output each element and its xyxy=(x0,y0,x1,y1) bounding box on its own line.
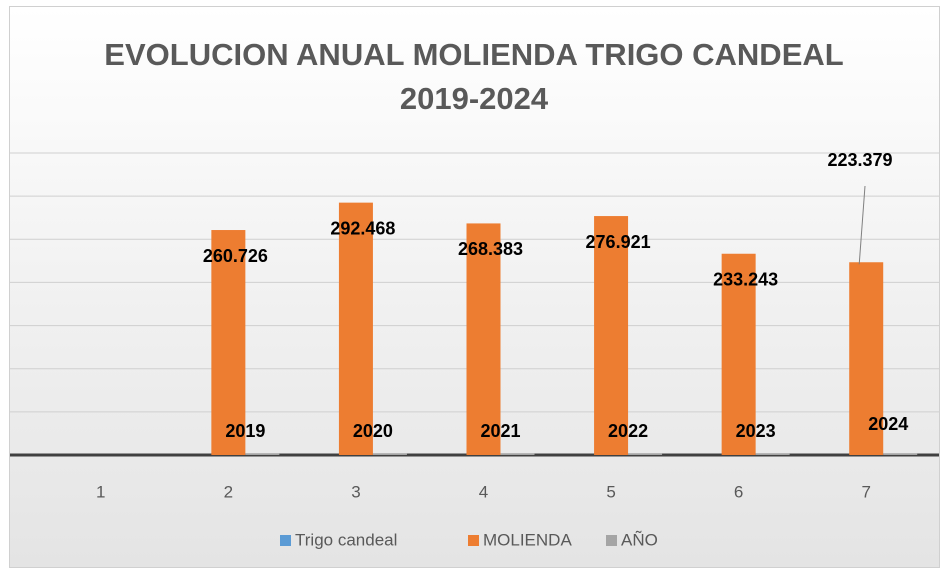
x-tick-label: 6 xyxy=(734,482,743,501)
data-label: 276.921 xyxy=(586,232,651,252)
data-label: 2019 xyxy=(225,421,265,441)
leader-line xyxy=(858,185,866,265)
bar xyxy=(245,453,280,455)
legend-label: MOLIENDA xyxy=(483,530,572,549)
bar xyxy=(721,253,756,455)
bar xyxy=(594,216,629,455)
x-tick-label: 1 xyxy=(96,482,105,501)
data-label: 223.379 xyxy=(827,150,892,170)
legend-swatch xyxy=(280,535,291,546)
bar xyxy=(849,262,884,455)
bar xyxy=(372,453,407,455)
bar xyxy=(466,223,501,455)
bar xyxy=(500,453,535,455)
data-label: 233.243 xyxy=(713,269,778,289)
data-label: 2021 xyxy=(480,421,520,441)
data-label: 2020 xyxy=(353,421,393,441)
data-label: 2024 xyxy=(868,414,908,434)
bar xyxy=(755,453,790,455)
bar xyxy=(628,453,663,455)
bar xyxy=(883,453,918,455)
bar xyxy=(211,230,246,455)
data-label: 268.383 xyxy=(458,239,523,259)
data-label: 292.468 xyxy=(330,218,395,238)
legend-label: Trigo candeal xyxy=(295,530,397,549)
plot-area: 1 2 260.726 2019 3 292.468 2020 4 268.383 2021 5 27… xyxy=(10,150,939,549)
x-tick-label: 7 xyxy=(861,482,870,501)
x-tick-label: 5 xyxy=(606,482,615,501)
x-tick-label: 4 xyxy=(479,482,488,501)
data-label: 260.726 xyxy=(203,246,268,266)
data-label: 2022 xyxy=(608,421,648,441)
x-tick-label: 2 xyxy=(224,482,233,501)
legend-swatch xyxy=(606,535,617,546)
legend-label: AÑO xyxy=(621,530,658,549)
chart-title: EVOLUCION ANUAL MOLIENDA TRIGO CANDEAL 2… xyxy=(104,37,844,116)
data-label: 2023 xyxy=(736,421,776,441)
x-tick-label: 3 xyxy=(351,482,360,501)
legend-swatch xyxy=(468,535,479,546)
bar xyxy=(338,202,373,455)
